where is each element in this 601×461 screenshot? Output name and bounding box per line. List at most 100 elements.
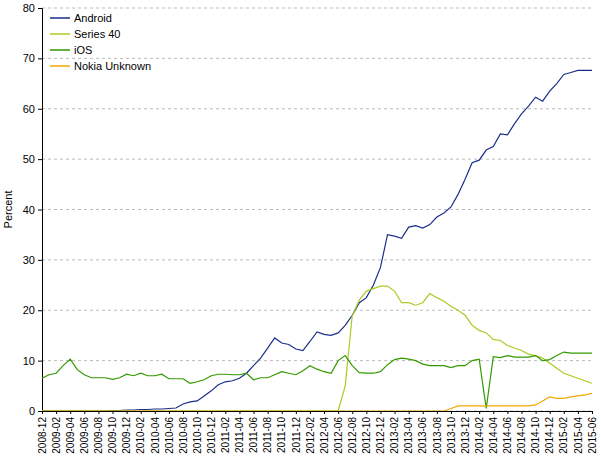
legend-label: Nokia Unknown <box>74 60 151 72</box>
x-tick-label: 2009-02 <box>51 417 62 454</box>
x-tick: 2014-02 <box>474 411 485 454</box>
y-tick: 70 <box>23 52 42 64</box>
x-tick-mark <box>183 411 184 414</box>
x-tick-mark <box>366 411 367 414</box>
x-tick-mark <box>70 411 71 414</box>
x-tick-mark <box>493 411 494 414</box>
x-tick: 2015-04 <box>573 411 584 454</box>
legend-label: iOS <box>74 44 92 56</box>
x-tick-label: 2014-12 <box>544 417 555 454</box>
y-tick-label: 80 <box>23 2 35 14</box>
x-tick-label: 2010-02 <box>135 417 146 454</box>
grid-line <box>42 310 592 311</box>
x-tick: 2012-04 <box>319 411 330 454</box>
x-tick-label: 2009-10 <box>107 417 118 454</box>
legend-swatch <box>50 65 70 67</box>
x-tick-label: 2012-12 <box>375 417 386 454</box>
y-tick-label: 60 <box>23 103 35 115</box>
y-tick-mark <box>38 260 42 261</box>
x-tick: 2011-02 <box>220 411 231 453</box>
x-tick-mark <box>451 411 452 414</box>
x-tick-mark <box>197 411 198 414</box>
x-tick-label: 2010-08 <box>178 417 189 454</box>
series-line <box>42 352 592 408</box>
x-tick: 2012-02 <box>305 411 316 454</box>
y-tick: 0 <box>29 405 42 417</box>
x-tick: 2012-12 <box>375 411 386 454</box>
x-tick-label: 2011-04 <box>234 417 245 453</box>
x-tick-mark <box>310 411 311 414</box>
x-tick: 2014-12 <box>544 411 555 454</box>
y-tick-mark <box>38 8 42 9</box>
x-tick-mark <box>592 411 593 414</box>
x-tick-label: 2010-10 <box>192 417 203 454</box>
series-line <box>42 393 592 411</box>
x-tick: 2013-02 <box>389 411 400 454</box>
x-tick-mark <box>352 411 353 414</box>
x-tick-mark <box>578 411 579 414</box>
x-tick-mark <box>169 411 170 414</box>
chart: 010203040506070802008-122009-022009-0420… <box>0 0 601 461</box>
y-tick-label: 70 <box>23 52 35 64</box>
x-tick: 2014-10 <box>530 411 541 454</box>
legend-item: Nokia Unknown <box>50 60 151 72</box>
grid-line <box>42 209 592 210</box>
x-tick-mark <box>550 411 551 414</box>
x-tick-label: 2009-08 <box>93 417 104 454</box>
x-tick: 2013-08 <box>432 411 443 454</box>
x-tick: 2008-12 <box>37 411 48 454</box>
x-tick-mark <box>56 411 57 414</box>
legend-item: Android <box>50 12 112 24</box>
y-tick: 80 <box>23 2 42 14</box>
y-tick: 40 <box>23 204 42 216</box>
x-tick-label: 2014-02 <box>474 417 485 454</box>
y-tick-label: 50 <box>23 153 35 165</box>
x-tick-mark <box>536 411 537 414</box>
x-tick-mark <box>409 411 410 414</box>
x-tick: 2010-12 <box>206 411 217 454</box>
x-tick: 2009-02 <box>51 411 62 454</box>
legend: Android Series 40 iOS Nokia Unknown <box>50 12 151 72</box>
x-tick-label: 2012-08 <box>347 417 358 454</box>
x-tick: 2013-06 <box>417 411 428 454</box>
y-tick-mark <box>38 109 42 110</box>
x-tick: 2009-10 <box>107 411 118 454</box>
x-tick-mark <box>84 411 85 414</box>
grid-line <box>42 159 592 160</box>
x-tick-label: 2013-04 <box>403 417 414 454</box>
x-tick-mark <box>380 411 381 414</box>
y-axis-title: Percent <box>2 191 14 229</box>
x-tick: 2010-08 <box>178 411 189 454</box>
grid-line <box>42 360 592 361</box>
x-tick-label: 2014-04 <box>488 417 499 454</box>
x-tick-label: 2015-04 <box>573 417 584 454</box>
y-tick-mark <box>38 361 42 362</box>
x-tick-mark <box>465 411 466 414</box>
x-tick-label: 2011-02 <box>220 417 231 453</box>
x-tick-label: 2015-02 <box>558 417 569 454</box>
x-tick-mark <box>141 411 142 414</box>
x-tick-label: 2010-06 <box>164 417 175 454</box>
y-tick-mark <box>38 310 42 311</box>
x-tick-mark <box>479 411 480 414</box>
x-tick: 2010-02 <box>135 411 146 454</box>
series-line <box>42 70 592 411</box>
y-tick-label: 10 <box>23 355 35 367</box>
x-tick-mark <box>155 411 156 414</box>
x-tick-mark <box>521 411 522 414</box>
x-tick-label: 2012-10 <box>361 417 372 454</box>
plot-area <box>42 70 592 411</box>
y-axis: 01020304050607080 <box>23 2 43 417</box>
x-tick-mark <box>395 411 396 414</box>
x-tick-mark <box>98 411 99 414</box>
x-tick: 2014-08 <box>516 411 527 454</box>
x-tick-label: 2011-06 <box>248 417 259 453</box>
x-tick: 2010-04 <box>150 411 161 454</box>
y-tick-mark <box>38 411 42 412</box>
x-tick: 2009-04 <box>65 411 76 454</box>
y-tick-label: 0 <box>29 405 35 417</box>
grid-line <box>42 58 592 59</box>
x-tick: 2013-10 <box>446 411 457 454</box>
x-tick-mark <box>211 411 212 414</box>
legend-label: Series 40 <box>74 28 120 40</box>
